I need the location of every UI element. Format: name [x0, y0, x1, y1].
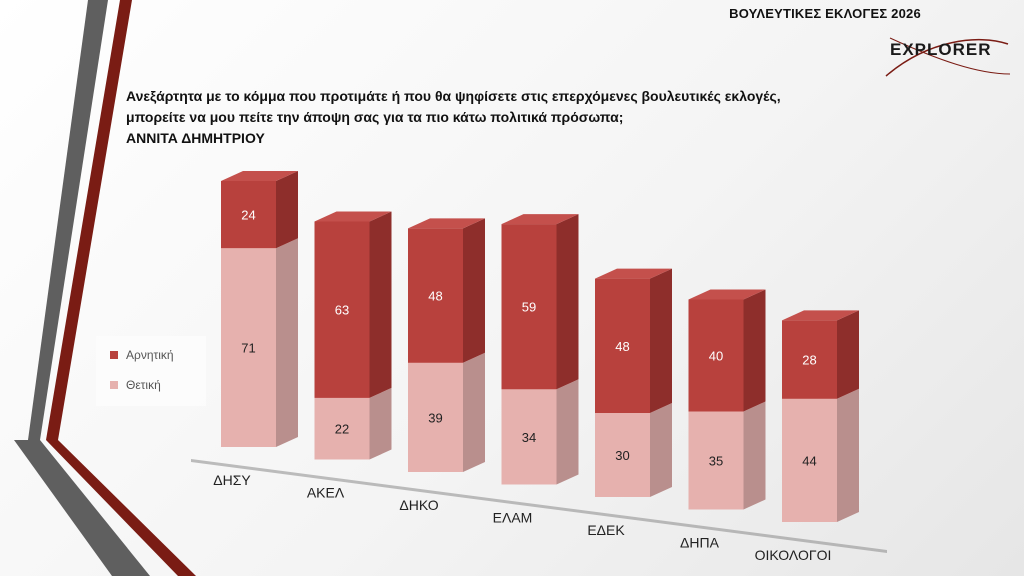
- data-label-positive-6: 44: [802, 453, 816, 468]
- bar-negative-0-side: [276, 171, 298, 249]
- bar-positive-0-side: [276, 238, 298, 447]
- bar-positive-6-side: [837, 388, 859, 522]
- question-text: Ανεξάρτητα με το κόμμα που προτιμάτε ή π…: [126, 86, 976, 149]
- bar-negative-0-front: [221, 181, 276, 249]
- decorative-swooshes: [14, 0, 196, 576]
- deco-red-stripe: [46, 0, 132, 440]
- question-line-1: Ανεξάρτητα με το κόμμα που προτιμάτε ή π…: [126, 88, 781, 104]
- bar-negative-6-front: [782, 320, 837, 399]
- bar-negative-3-top: [501, 214, 579, 225]
- bar-positive-2-side: [463, 352, 485, 472]
- bar-negative-5-top: [688, 289, 766, 300]
- data-label-negative-3: 59: [522, 300, 536, 315]
- data-label-positive-1: 22: [335, 422, 349, 437]
- data-label-negative-5: 40: [709, 349, 723, 364]
- bar-negative-2-top: [408, 218, 485, 229]
- bar-negative-5-front: [688, 299, 744, 412]
- legend-swatch-negative: [110, 351, 118, 359]
- bar-negative-3-side: [556, 214, 579, 390]
- bar-group-6: 44 28: [782, 310, 859, 522]
- category-label-5: ΔΗΠΑ: [680, 535, 720, 551]
- bar-group-0: 71 24: [221, 171, 298, 447]
- bar-group-3: 34 59: [501, 214, 579, 485]
- bar-positive-2-front: [408, 362, 463, 472]
- bar-positive-0-front: [221, 248, 276, 447]
- bar-positive-4-side: [650, 403, 672, 497]
- legend-label-negative: Αρνητική: [126, 348, 174, 362]
- explorer-logo: EXPLORER: [868, 30, 1018, 82]
- bar-negative-4-top: [595, 268, 672, 279]
- deco-red-sweep: [46, 440, 196, 576]
- bar-positive-5-side: [743, 401, 766, 510]
- bar-negative-6-top: [782, 310, 859, 321]
- data-label-negative-2: 48: [428, 289, 442, 304]
- deco-gray-sweep: [14, 440, 150, 576]
- bar-positive-1-front: [314, 397, 370, 460]
- bar-group-5: 35 40: [688, 289, 766, 510]
- bar-negative-0-top: [221, 171, 298, 181]
- data-label-negative-1: 63: [335, 303, 349, 318]
- bar-positive-6-front: [782, 398, 837, 522]
- bars-layer: 71 24 22 63 39 48 34 59 30 48 35 40 44 28: [191, 171, 887, 553]
- data-label-positive-4: 30: [615, 448, 629, 463]
- bar-negative-1-side: [369, 211, 392, 398]
- chart-floor: [191, 459, 887, 553]
- category-label-6: ΟΙΚΟΛΟΓΟΙ: [755, 547, 832, 563]
- header-title: ΒΟΥΛΕΥΤΙΚΕΣ ΕΚΛΟΓΕΣ 2026: [729, 6, 921, 21]
- logo-text: EXPLORER: [890, 40, 992, 59]
- bar-positive-1-side: [369, 387, 392, 460]
- category-label-3: ΕΛΑΜ: [493, 510, 533, 526]
- bar-negative-1-top: [314, 211, 392, 222]
- legend-swatch-positive: [110, 381, 118, 389]
- data-label-negative-6: 28: [802, 353, 816, 368]
- category-label-0: ΔΗΣΥ: [213, 472, 251, 488]
- legend-label-positive: Θετική: [126, 378, 161, 392]
- data-label-positive-3: 34: [522, 430, 536, 445]
- data-label-positive-2: 39: [428, 410, 442, 425]
- data-label-negative-0: 24: [241, 208, 255, 223]
- category-labels: ΔΗΣΥ ΑΚΕΛ ΔΗΚΟ ΕΛΑΜ ΕΔΕΚ ΔΗΠΑ ΟΙΚΟΛΟΓΟΙ: [213, 472, 831, 563]
- category-label-1: ΑΚΕΛ: [307, 485, 345, 501]
- data-label-positive-5: 35: [709, 454, 723, 469]
- bar-group-1: 22 63: [314, 211, 392, 460]
- bar-group-4: 30 48: [595, 268, 672, 497]
- legend-item-positive: Θετική: [110, 378, 161, 392]
- bar-positive-4-front: [595, 413, 650, 497]
- legend-item-negative: Αρνητική: [110, 348, 174, 362]
- category-label-4: ΕΔΕΚ: [587, 522, 625, 538]
- logo-swoosh-icon: [885, 37, 1011, 77]
- bar-group-2: 39 48: [408, 218, 485, 472]
- bar-positive-5-front: [688, 411, 744, 510]
- data-label-positive-0: 71: [241, 341, 255, 356]
- person-name: ΑΝΝΙΤΑ ΔΗΜΗΤΡΙΟΥ: [126, 130, 265, 146]
- bar-negative-2-front: [408, 228, 463, 363]
- bar-negative-5-side: [743, 289, 766, 412]
- question-line-2: μπορείτε να μου πείτε την άποψη σας για …: [126, 109, 624, 125]
- bar-negative-6-side: [837, 310, 859, 399]
- bar-negative-3-front: [501, 224, 557, 390]
- data-label-negative-4: 48: [615, 339, 629, 354]
- bar-positive-3-side: [556, 379, 579, 485]
- bar-negative-1-front: [314, 221, 370, 398]
- bar-negative-4-front: [595, 278, 650, 413]
- bar-negative-4-side: [650, 268, 672, 413]
- chart-legend: Αρνητική Θετική: [96, 336, 206, 406]
- category-label-2: ΔΗΚΟ: [399, 497, 438, 513]
- deco-gray-stripe: [28, 0, 108, 440]
- bar-positive-3-front: [501, 389, 557, 485]
- bar-negative-2-side: [463, 218, 485, 363]
